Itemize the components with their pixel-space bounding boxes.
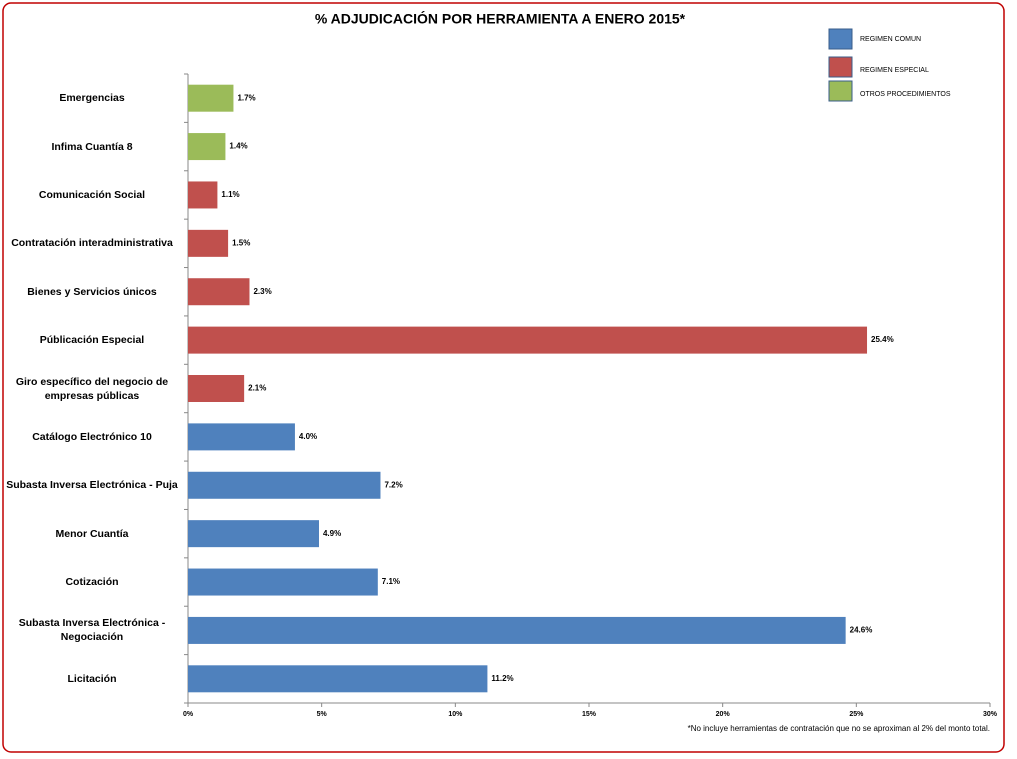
y-tick-label: Menor Cuantía [55, 527, 129, 540]
data-label: 2.3% [253, 287, 271, 296]
bar [188, 326, 868, 354]
x-tick-label: 30% [983, 711, 998, 718]
x-tick-label: 0% [183, 711, 194, 718]
bar [188, 616, 846, 644]
x-tick-label: 10% [448, 711, 463, 718]
y-tick-label: Subasta Inversa Electrónica - Negociació… [18, 617, 166, 644]
chart-title: % ADJUDICACIÓN POR HERRAMIENTA A ENERO 2… [315, 10, 686, 27]
data-label: 1.5% [232, 238, 250, 247]
y-tick-label: Giro específico del negocio de empresas … [15, 375, 169, 402]
data-label: 7.1% [382, 577, 400, 586]
footnote: *No incluye herramientas de contratación… [688, 724, 990, 733]
data-label: 7.2% [384, 480, 402, 489]
data-label: 1.4% [229, 142, 247, 151]
legend-swatch [828, 28, 853, 50]
data-label: 25.4% [871, 335, 894, 344]
data-label: 4.0% [299, 432, 317, 441]
bar [188, 181, 218, 209]
data-label: 2.1% [248, 384, 266, 393]
bar [188, 665, 488, 693]
bar [188, 471, 381, 499]
y-tick-label: Comunicación Social [38, 188, 146, 201]
x-tick-label: 25% [849, 711, 864, 718]
bar [188, 278, 250, 306]
y-tick-label: Contratación interadministrativa [11, 237, 173, 250]
data-label: 1.1% [221, 190, 239, 199]
legend-swatch [828, 56, 853, 78]
data-label: 4.9% [323, 529, 341, 538]
legend-swatch [828, 80, 853, 102]
data-label: 1.7% [237, 93, 255, 102]
chart-border [2, 2, 1005, 753]
y-tick-label: Licitación [67, 672, 117, 685]
bar [188, 423, 295, 451]
bar [188, 84, 234, 112]
y-tick-label: Subasta Inversa Electrónica - Puja [6, 479, 178, 492]
legend-label: OTROS PROCEDIMIENTOS [860, 91, 951, 98]
legend-label: REGIMEN ESPECIAL [860, 67, 929, 74]
bar [188, 568, 378, 596]
y-tick-label: Públicación Especial [39, 334, 145, 347]
x-tick-label: 20% [716, 711, 731, 718]
bar [188, 520, 319, 548]
y-tick-label: Bienes y Servicios únicos [27, 285, 157, 298]
x-tick-label: 15% [582, 711, 597, 718]
bar [188, 375, 245, 402]
bar [188, 133, 226, 161]
bar [188, 229, 229, 257]
y-tick-label: Infima Cuantía 8 [51, 140, 133, 153]
data-label: 24.6% [850, 626, 873, 635]
y-tick-label: Cotización [65, 576, 119, 589]
x-tick-label: 5% [317, 711, 328, 718]
data-label: 11.2% [491, 674, 513, 683]
y-tick-label: Emergencias [59, 92, 125, 105]
legend-label: REGIMEN COMUN [860, 36, 921, 43]
y-tick-label: Catálogo Electrónico 10 [32, 430, 152, 443]
